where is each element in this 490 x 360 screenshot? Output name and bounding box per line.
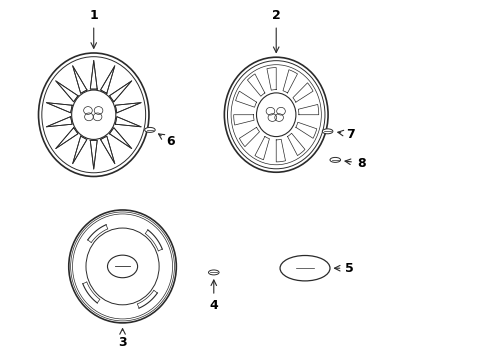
Text: 7: 7 xyxy=(338,128,355,141)
Polygon shape xyxy=(109,81,132,102)
Polygon shape xyxy=(47,103,72,113)
Polygon shape xyxy=(90,140,97,169)
Ellipse shape xyxy=(145,127,155,132)
Ellipse shape xyxy=(280,256,330,281)
Ellipse shape xyxy=(322,129,333,134)
Polygon shape xyxy=(47,117,72,127)
Text: 5: 5 xyxy=(335,262,354,275)
Polygon shape xyxy=(115,103,141,113)
Text: 6: 6 xyxy=(159,134,175,148)
Polygon shape xyxy=(90,60,97,89)
Polygon shape xyxy=(73,66,87,93)
Ellipse shape xyxy=(256,93,296,136)
Polygon shape xyxy=(56,128,78,149)
Polygon shape xyxy=(73,136,87,164)
Polygon shape xyxy=(100,136,115,164)
Polygon shape xyxy=(56,81,78,102)
Text: 2: 2 xyxy=(272,9,281,53)
Ellipse shape xyxy=(330,157,341,162)
Ellipse shape xyxy=(107,255,138,278)
Ellipse shape xyxy=(72,90,116,139)
Polygon shape xyxy=(109,128,132,149)
Ellipse shape xyxy=(209,270,219,275)
Polygon shape xyxy=(100,66,115,93)
Text: 1: 1 xyxy=(89,9,98,48)
Text: 8: 8 xyxy=(345,157,366,170)
Text: 4: 4 xyxy=(209,280,218,312)
Text: 3: 3 xyxy=(118,329,127,349)
Polygon shape xyxy=(115,117,141,127)
